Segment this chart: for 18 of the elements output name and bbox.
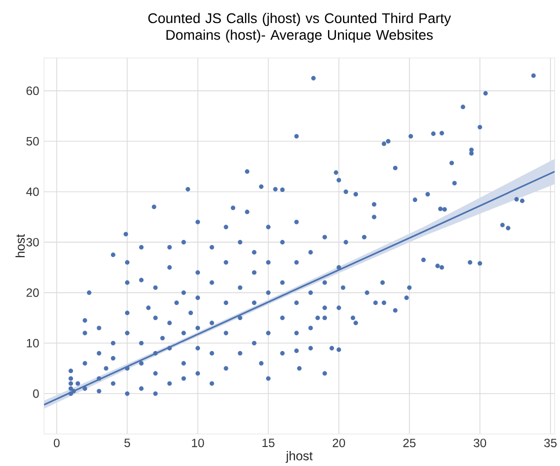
y-tick-label: 60 <box>26 86 39 96</box>
y-tick-label: 10 <box>26 338 39 348</box>
x-tick-label: 10 <box>192 438 204 448</box>
y-tick-label: 0 <box>33 389 39 398</box>
x-tick-label: 0 <box>54 438 60 448</box>
x-tick-label: 5 <box>124 438 130 448</box>
x-tick-label: 25 <box>403 438 416 448</box>
chart-title: Counted JS Calls (jhost) vs Counted Third Party Domains (host)- Average Unique Websites <box>148 12 451 43</box>
y-tick-label: 50 <box>26 137 39 146</box>
y-tick-label: 40 <box>26 187 39 196</box>
y-tick-label: 30 <box>26 238 39 246</box>
x-axis-title: jhost <box>286 451 313 463</box>
x-tick-label: 30 <box>474 438 486 448</box>
y-tick-label: 20 <box>26 288 39 297</box>
x-tick-label: 20 <box>332 438 346 448</box>
x-tick-label: 15 <box>262 438 274 448</box>
y-axis-title: host <box>15 234 25 258</box>
x-tick-label: 35 <box>544 438 557 448</box>
